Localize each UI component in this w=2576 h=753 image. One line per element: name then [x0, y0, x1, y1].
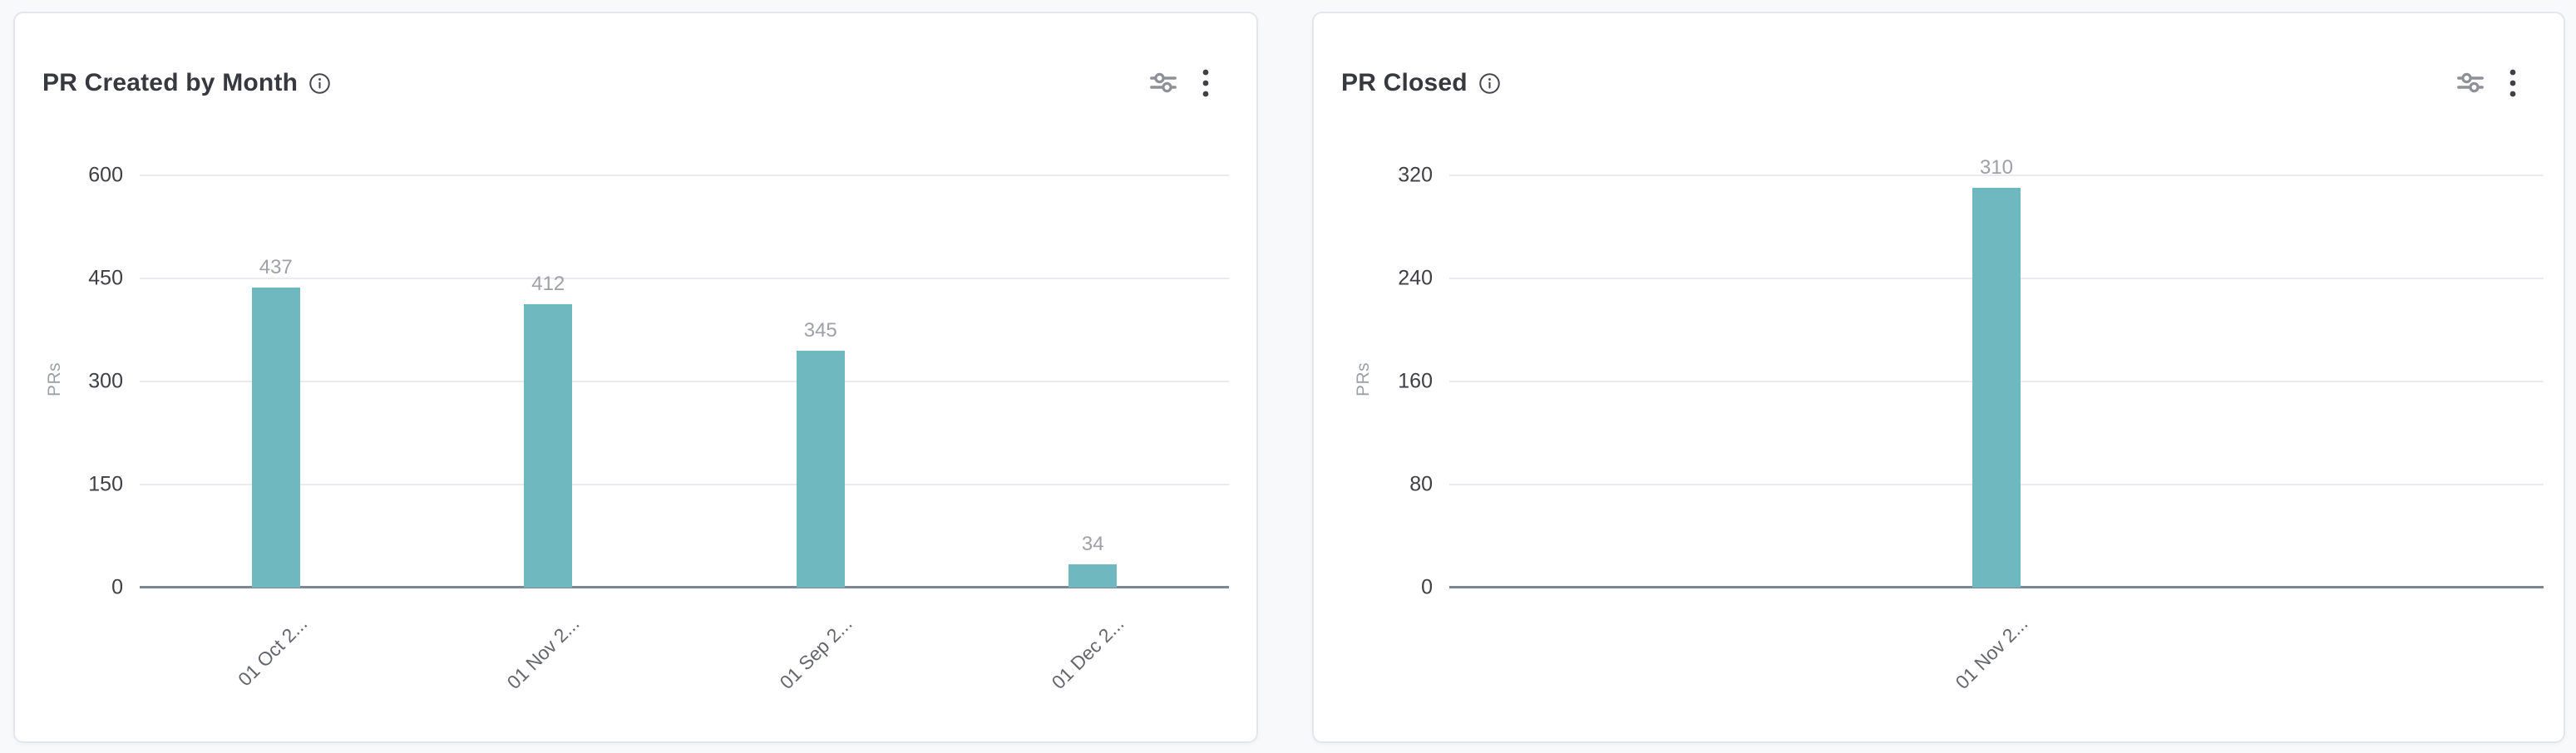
card-header: PR Closed: [1341, 65, 2517, 101]
y-axis-tick-label: 80: [1409, 472, 1433, 496]
bar-value-label: 437: [259, 256, 293, 278]
y-axis-tick-label: 160: [1398, 369, 1433, 393]
x-axis-tick-label: 01 Dec 2...: [1047, 613, 1128, 694]
gridline: [140, 278, 1229, 279]
gridline: [140, 381, 1229, 382]
card-title-group: PR Closed: [1341, 69, 1501, 97]
gridline: [1449, 175, 2544, 176]
bar[interactable]: [1972, 188, 2021, 588]
bar-value-label: 412: [531, 273, 565, 295]
card-actions: [2457, 69, 2517, 97]
y-axis-tick-label: 150: [88, 472, 123, 496]
kebab-menu-icon[interactable]: [2509, 69, 2517, 97]
chart-plot-area: 0 80 160 240 320 310 01 Nov 2...: [1398, 156, 2544, 693]
bar[interactable]: [796, 351, 845, 588]
y-axis-tick-label: 240: [1398, 266, 1433, 290]
pr-closed-card: PR Closed: [1312, 12, 2565, 743]
chart-title: PR Created by Month: [42, 69, 299, 96]
sliders-icon[interactable]: [1150, 71, 1177, 96]
bar-value-label: 34: [1081, 533, 1104, 555]
y-axis-tick-label: 300: [88, 369, 123, 393]
x-axis-tick-label: 01 Oct 2...: [233, 613, 312, 691]
bar[interactable]: [524, 304, 573, 588]
sliders-icon[interactable]: [2457, 71, 2484, 96]
info-icon[interactable]: [308, 72, 331, 95]
card-title-group: PR Created by Month: [42, 69, 331, 97]
x-axis-tick-label: 01 Sep 2...: [775, 613, 856, 694]
bar-value-label: 310: [1979, 156, 2014, 179]
card-actions: [1150, 69, 1210, 97]
y-axis-tick-label: 320: [1398, 163, 1433, 187]
bar[interactable]: [251, 288, 300, 588]
bar[interactable]: [1068, 564, 1118, 588]
kebab-menu-icon[interactable]: [1202, 69, 1210, 97]
card-header: PR Created by Month: [42, 65, 1210, 101]
bar-value-label: 345: [803, 319, 837, 342]
x-axis-tick-label: 01 Nov 2...: [1951, 613, 2032, 694]
chart-plot-area: 0 150 300 450 600 437 01 Oct 2... 412 01 Nov 2..…: [88, 164, 1229, 693]
info-icon[interactable]: [1478, 72, 1501, 95]
gridline: [140, 175, 1229, 176]
x-axis-line: [140, 586, 1229, 588]
gridline: [140, 484, 1229, 485]
x-axis-tick-label: 01 Nov 2...: [502, 613, 584, 694]
y-axis-tick-label: 600: [88, 163, 123, 187]
y-axis-tick-label: 0: [1421, 575, 1433, 599]
y-axis-tick-label: 0: [111, 575, 123, 599]
pr-created-by-month-card: PR Created by Month: [13, 12, 1258, 743]
chart-title: PR Closed: [1341, 69, 1468, 96]
y-axis-tick-label: 450: [88, 266, 123, 290]
